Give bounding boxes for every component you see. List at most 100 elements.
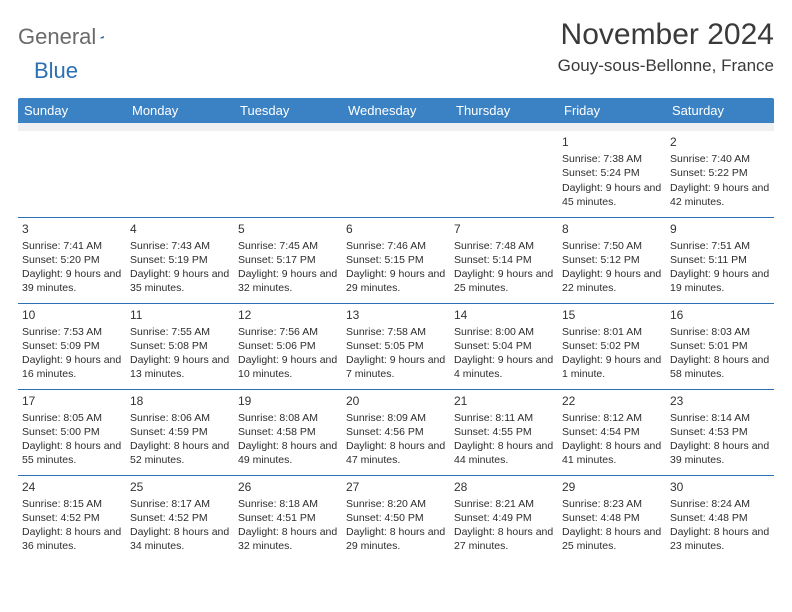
sunrise-line: Sunrise: 7:40 AM <box>670 152 770 166</box>
day-cell: 6Sunrise: 7:46 AMSunset: 5:15 PMDaylight… <box>342 217 450 303</box>
sunset-line: Sunset: 5:09 PM <box>22 339 122 353</box>
daylight-line: Daylight: 9 hours and 32 minutes. <box>238 267 338 295</box>
day-number: 2 <box>670 134 770 150</box>
day-info: Sunrise: 7:41 AMSunset: 5:20 PMDaylight:… <box>22 239 122 296</box>
day-number: 26 <box>238 479 338 495</box>
weekday-header: Wednesday <box>342 98 450 123</box>
day-number: 24 <box>22 479 122 495</box>
day-cell <box>342 131 450 217</box>
daylight-line: Daylight: 8 hours and 36 minutes. <box>22 525 122 553</box>
daylight-line: Daylight: 9 hours and 1 minute. <box>562 353 662 381</box>
sunrise-line: Sunrise: 8:01 AM <box>562 325 662 339</box>
sunset-line: Sunset: 4:49 PM <box>454 511 554 525</box>
day-number: 14 <box>454 307 554 323</box>
sunrise-line: Sunrise: 8:14 AM <box>670 411 770 425</box>
day-number: 28 <box>454 479 554 495</box>
day-number: 6 <box>346 221 446 237</box>
daylight-line: Daylight: 9 hours and 13 minutes. <box>130 353 230 381</box>
weekday-header: Thursday <box>450 98 558 123</box>
day-info: Sunrise: 8:03 AMSunset: 5:01 PMDaylight:… <box>670 325 770 382</box>
daylight-line: Daylight: 9 hours and 45 minutes. <box>562 181 662 209</box>
sunrise-line: Sunrise: 8:18 AM <box>238 497 338 511</box>
calendar-body: 1Sunrise: 7:38 AMSunset: 5:24 PMDaylight… <box>18 123 774 561</box>
day-number: 4 <box>130 221 230 237</box>
day-info: Sunrise: 8:00 AMSunset: 5:04 PMDaylight:… <box>454 325 554 382</box>
weekday-header: Sunday <box>18 98 126 123</box>
week-row: 10 Sunrise: 7:53 AMSunset: 5:09 PMDayligh… <box>18 303 774 389</box>
sunset-line: Sunset: 4:52 PM <box>22 511 122 525</box>
daylight-line: Daylight: 8 hours and 32 minutes. <box>238 525 338 553</box>
day-number: 7 <box>454 221 554 237</box>
sunrise-line: Sunrise: 8:09 AM <box>346 411 446 425</box>
daylight-line: Daylight: 9 hours and 22 minutes. <box>562 267 662 295</box>
daylight-line: Daylight: 8 hours and 44 minutes. <box>454 439 554 467</box>
day-cell: 8Sunrise: 7:50 AMSunset: 5:12 PMDaylight… <box>558 217 666 303</box>
daylight-line: Daylight: 8 hours and 41 minutes. <box>562 439 662 467</box>
spacer-row <box>18 123 774 131</box>
day-info: Sunrise: 7:58 AMSunset: 5:05 PMDaylight:… <box>346 325 446 382</box>
weekday-row: Sunday Monday Tuesday Wednesday Thursday… <box>18 98 774 123</box>
sunrise-line: Sunrise: 7:50 AM <box>562 239 662 253</box>
sunset-line: Sunset: 5:24 PM <box>562 166 662 180</box>
sunrise-line: Sunrise: 8:03 AM <box>670 325 770 339</box>
day-info: Sunrise: 8:05 AMSunset: 5:00 PMDaylight:… <box>22 411 122 468</box>
day-cell: 1Sunrise: 7:38 AMSunset: 5:24 PMDaylight… <box>558 131 666 217</box>
day-info: Sunrise: 7:53 AMSunset: 5:09 PMDaylight:… <box>22 325 122 382</box>
day-info: Sunrise: 8:17 AMSunset: 4:52 PMDaylight:… <box>130 497 230 554</box>
daylight-line: Daylight: 8 hours and 25 minutes. <box>562 525 662 553</box>
calendar-thead: Sunday Monday Tuesday Wednesday Thursday… <box>18 98 774 123</box>
day-number: 9 <box>670 221 770 237</box>
day-info: Sunrise: 8:18 AMSunset: 4:51 PMDaylight:… <box>238 497 338 554</box>
day-number: 25 <box>130 479 230 495</box>
day-cell: 16Sunrise: 8:03 AMSunset: 5:01 PMDayligh… <box>666 303 774 389</box>
day-info: Sunrise: 7:40 AMSunset: 5:22 PMDaylight:… <box>670 152 770 209</box>
sunrise-line: Sunrise: 8:20 AM <box>346 497 446 511</box>
day-info: Sunrise: 7:50 AMSunset: 5:12 PMDaylight:… <box>562 239 662 296</box>
day-cell: 5Sunrise: 7:45 AMSunset: 5:17 PMDaylight… <box>234 217 342 303</box>
calendar-page: General November 2024 Gouy-sous-Bellonne… <box>0 0 792 561</box>
sunset-line: Sunset: 5:17 PM <box>238 253 338 267</box>
day-number: 17 <box>22 393 122 409</box>
daylight-line: Daylight: 8 hours and 27 minutes. <box>454 525 554 553</box>
sunset-line: Sunset: 4:59 PM <box>130 425 230 439</box>
day-cell: 3Sunrise: 7:41 AMSunset: 5:20 PMDaylight… <box>18 217 126 303</box>
day-info: Sunrise: 7:51 AMSunset: 5:11 PMDaylight:… <box>670 239 770 296</box>
sunrise-line: Sunrise: 8:05 AM <box>22 411 122 425</box>
sunset-line: Sunset: 5:02 PM <box>562 339 662 353</box>
day-number: 12 <box>238 307 338 323</box>
daylight-line: Daylight: 9 hours and 35 minutes. <box>130 267 230 295</box>
sunrise-line: Sunrise: 7:46 AM <box>346 239 446 253</box>
logo: General <box>18 18 124 50</box>
sunset-line: Sunset: 4:56 PM <box>346 425 446 439</box>
daylight-line: Daylight: 9 hours and 4 minutes. <box>454 353 554 381</box>
month-title: November 2024 <box>558 18 774 52</box>
day-number: 22 <box>562 393 662 409</box>
daylight-line: Daylight: 9 hours and 10 minutes. <box>238 353 338 381</box>
day-info: Sunrise: 8:15 AMSunset: 4:52 PMDaylight:… <box>22 497 122 554</box>
day-info: Sunrise: 7:48 AMSunset: 5:14 PMDaylight:… <box>454 239 554 296</box>
day-cell: 24 Sunrise: 8:15 AMSunset: 4:52 PMDayligh… <box>18 475 126 561</box>
sunrise-line: Sunrise: 7:55 AM <box>130 325 230 339</box>
sunset-line: Sunset: 5:14 PM <box>454 253 554 267</box>
day-info: Sunrise: 8:09 AMSunset: 4:56 PMDaylight:… <box>346 411 446 468</box>
sunrise-line: Sunrise: 7:38 AM <box>562 152 662 166</box>
sunset-line: Sunset: 4:55 PM <box>454 425 554 439</box>
day-info: Sunrise: 8:14 AMSunset: 4:53 PMDaylight:… <box>670 411 770 468</box>
day-cell: 26 Sunrise: 8:18 AMSunset: 4:51 PMDayligh… <box>234 475 342 561</box>
day-cell: 14 Sunrise: 8:00 AMSunset: 5:04 PMDayligh… <box>450 303 558 389</box>
day-cell: 19Sunrise: 8:08 AMSunset: 4:58 PMDayligh… <box>234 389 342 475</box>
sunrise-line: Sunrise: 8:11 AM <box>454 411 554 425</box>
day-cell: 15 Sunrise: 8:01 AMSunset: 5:02 PMDayligh… <box>558 303 666 389</box>
daylight-line: Daylight: 8 hours and 52 minutes. <box>130 439 230 467</box>
day-cell: 18Sunrise: 8:06 AMSunset: 4:59 PMDayligh… <box>126 389 234 475</box>
day-number: 15 <box>562 307 662 323</box>
day-cell <box>18 131 126 217</box>
sunset-line: Sunset: 5:19 PM <box>130 253 230 267</box>
day-number: 10 <box>22 307 122 323</box>
day-number: 23 <box>670 393 770 409</box>
sunset-line: Sunset: 5:20 PM <box>22 253 122 267</box>
daylight-line: Daylight: 8 hours and 47 minutes. <box>346 439 446 467</box>
sunrise-line: Sunrise: 7:48 AM <box>454 239 554 253</box>
logo-triangle-icon <box>100 28 104 46</box>
week-row: 24 Sunrise: 8:15 AMSunset: 4:52 PMDayligh… <box>18 475 774 561</box>
